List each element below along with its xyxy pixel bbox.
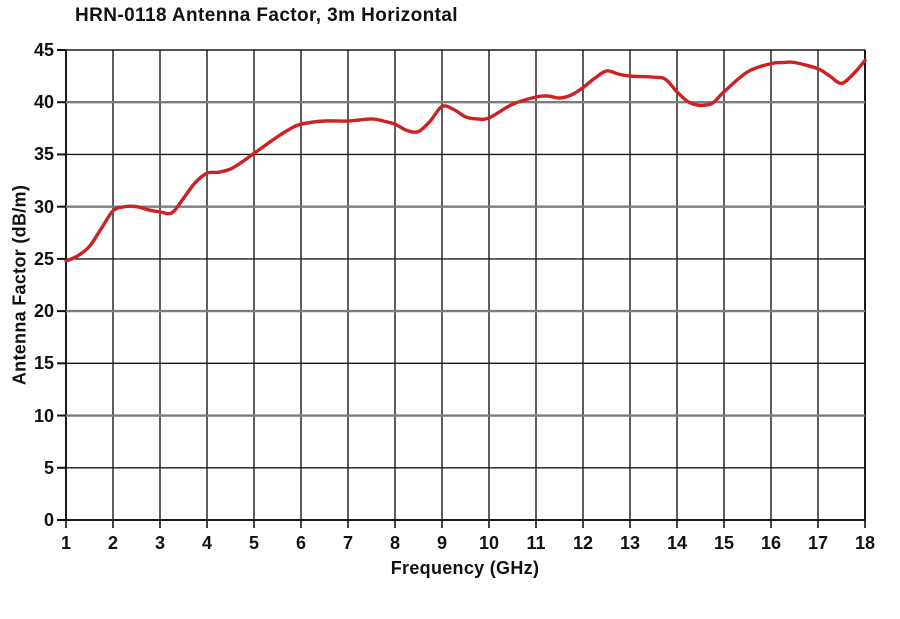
x-tick-label-6: 6: [295, 533, 306, 553]
x-tick-label-16: 16: [760, 533, 782, 553]
y-tick-label-5: 5: [43, 457, 54, 478]
y-tick-label-30: 30: [33, 196, 54, 217]
x-tick-label-7: 7: [342, 533, 353, 553]
x-tick-label-9: 9: [436, 533, 447, 553]
x-tick-label-5: 5: [248, 533, 259, 553]
y-tick-label-35: 35: [33, 144, 54, 165]
y-tick-label-45: 45: [33, 40, 54, 60]
x-tick-label-12: 12: [572, 533, 594, 553]
gridlines: [65, 49, 866, 521]
chart-title: HRN-0118 Antenna Factor, 3m Horizontal: [75, 5, 458, 26]
x-tick-label-1: 1: [60, 533, 71, 553]
y-tick-label-20: 20: [33, 301, 54, 322]
x-tick-label-2: 2: [107, 533, 118, 553]
x-axis-title: Frequency (GHz): [390, 558, 540, 578]
x-tick-label-10: 10: [478, 533, 500, 553]
antenna-factor-curve: [64, 58, 867, 263]
x-tick-label-3: 3: [154, 533, 165, 553]
y-tick-label-40: 40: [33, 92, 54, 113]
x-tick-label-4: 4: [201, 533, 212, 553]
x-tick-label-17: 17: [807, 533, 829, 553]
plot-area: [57, 49, 867, 528]
x-tick-label-14: 14: [666, 533, 688, 553]
y-tick-label-0: 0: [43, 510, 54, 530]
x-tick-label-18: 18: [854, 533, 876, 553]
x-tick-label-13: 13: [619, 533, 641, 553]
y-tick-label-10: 10: [33, 405, 54, 426]
y-tick-label-15: 15: [33, 353, 54, 374]
x-tick-label-11: 11: [526, 533, 546, 553]
x-tick-label-8: 8: [389, 533, 400, 553]
antenna-factor-line: [64, 58, 867, 263]
y-tick-label-25: 25: [33, 248, 54, 269]
x-tick-label-15: 15: [713, 533, 735, 553]
axis-ticks: [57, 49, 866, 528]
